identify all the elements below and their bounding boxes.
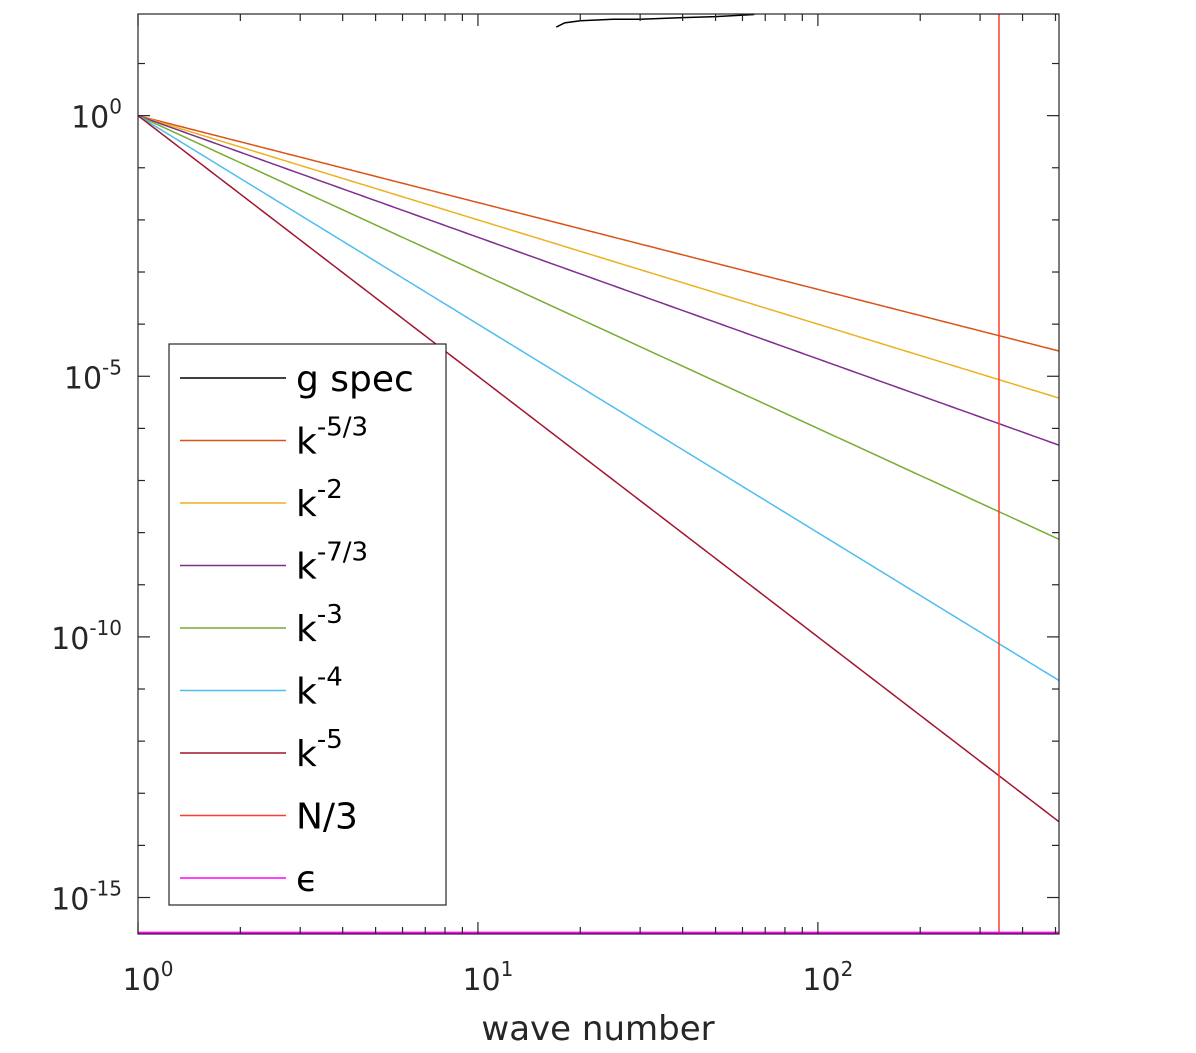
plot-frame — [137, 13, 1060, 935]
series-group — [138, 14, 1059, 934]
x-tick-label: 100 — [123, 957, 174, 998]
series-line-k5 — [138, 115, 1059, 823]
legend-label-n3: N/3 — [296, 797, 358, 838]
series-line-k53 — [138, 114, 1059, 352]
series-line-gspec — [555, 14, 755, 28]
y-tick-label: 10-10 — [51, 616, 122, 657]
tick-layer — [137, 14, 1059, 934]
y-tick-label: 10-5 — [64, 355, 122, 396]
series-line-k2 — [138, 114, 1059, 399]
legend-box — [168, 343, 447, 906]
legend-label-k53: k-5/3 — [296, 413, 368, 463]
series-line-k73 — [138, 114, 1059, 446]
legend-label-k2: k-2 — [296, 475, 343, 525]
legend: g spec k-5/3 k-2 k-7/3 k-3 k-4 k-5 N/3 ϵ — [168, 343, 447, 906]
series-line-k3 — [138, 114, 1059, 540]
y-tick-label: 10-15 — [51, 877, 122, 918]
legend-label-k73: k-7/3 — [296, 538, 368, 588]
x-tick-label: 101 — [462, 957, 513, 998]
legend-label-eps: ϵ — [296, 859, 318, 900]
series-line-k4 — [138, 115, 1059, 682]
x-axis-title: wave number — [481, 1009, 714, 1049]
legend-label-k3: k-3 — [296, 600, 343, 650]
tick-label-layer: 100 101 102 100 10-5 10-10 10-15 — [51, 95, 853, 998]
x-tick-label: 102 — [802, 957, 853, 998]
y-tick-label: 100 — [71, 95, 122, 136]
series-layer — [138, 14, 1059, 934]
legend-label-k4: k-4 — [296, 663, 343, 713]
legend-label-k5: k-5 — [296, 725, 343, 775]
legend-label-gspec: g spec — [296, 359, 414, 400]
